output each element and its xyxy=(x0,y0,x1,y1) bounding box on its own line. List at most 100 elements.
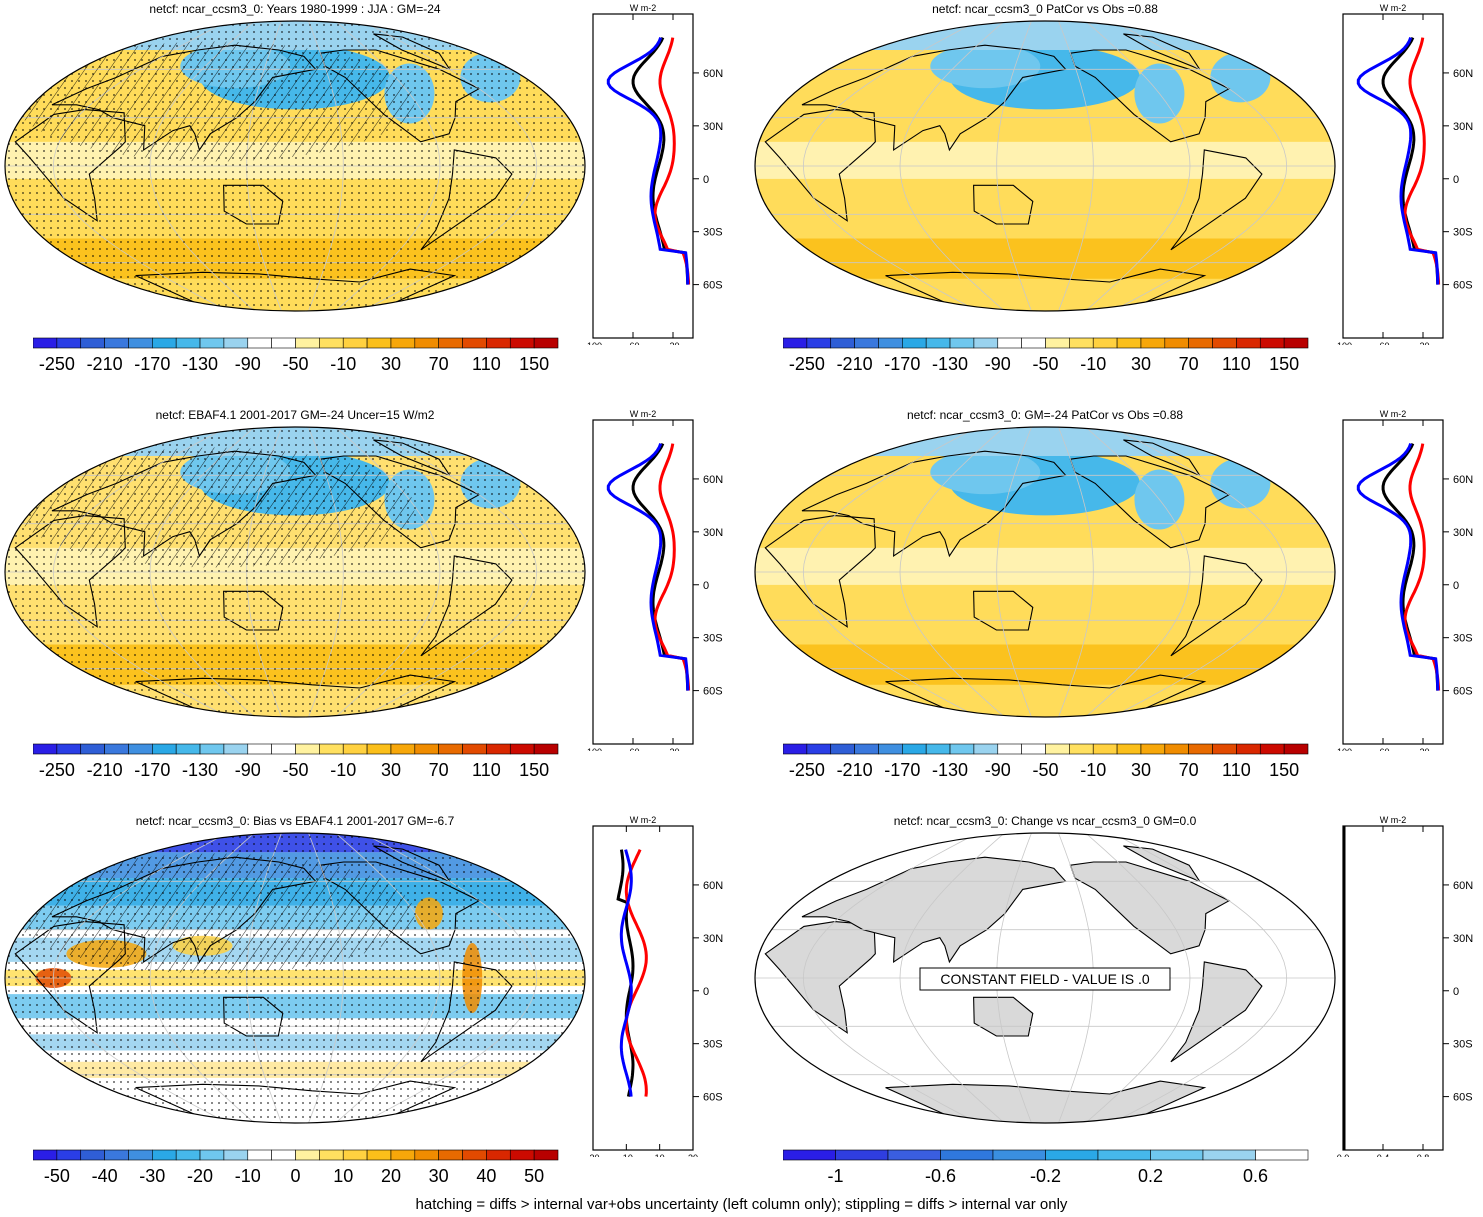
lat-tick-label: 30S xyxy=(703,633,723,645)
map-plot xyxy=(4,832,586,1124)
colorbar-label: -20 xyxy=(187,1166,213,1186)
zonal-unit: W m-2 xyxy=(630,409,657,419)
colorbar-box xyxy=(390,1149,416,1161)
lat-tick-label: 30N xyxy=(703,933,723,945)
colorbar-label: -170 xyxy=(134,354,170,374)
colorbar-box xyxy=(1045,743,1070,755)
colorbar-box xyxy=(152,337,177,349)
colorbar-label: -0.2 xyxy=(1030,1166,1061,1186)
colorbar-label: 20 xyxy=(381,1166,401,1186)
colorbar-box xyxy=(1164,743,1189,755)
longitude-gridline xyxy=(1112,21,1288,311)
lat-tick-label: 60N xyxy=(1453,880,1473,892)
colorbar-box xyxy=(1164,337,1189,349)
colorbar-box xyxy=(104,743,129,755)
zonal-series-other xyxy=(606,443,690,691)
longitude-gridline xyxy=(802,427,978,717)
hatching xyxy=(14,41,415,162)
zonal-series-ebaf xyxy=(653,443,691,691)
coastline-antarctica xyxy=(885,268,1207,311)
map-field xyxy=(5,833,585,1123)
colorbar-box xyxy=(1188,743,1213,755)
colorbar-box xyxy=(462,337,487,349)
colorbar-box xyxy=(128,743,153,755)
lat-tick-label: 60N xyxy=(703,880,723,892)
colorbar-label: -50 xyxy=(1032,760,1058,780)
colorbar-label: -90 xyxy=(985,354,1011,374)
colorbar-box xyxy=(80,743,105,755)
constant-field-label: CONSTANT FIELD - VALUE IS .0 xyxy=(919,967,1171,991)
zonal-frame xyxy=(592,419,694,745)
colorbar-box xyxy=(152,743,177,755)
zonal-frame xyxy=(1342,825,1444,1151)
colorbar-box xyxy=(438,337,463,349)
map-border xyxy=(754,20,1336,312)
longitude-gridline xyxy=(1112,427,1288,717)
colorbar-box xyxy=(1097,1149,1151,1161)
colorbar-box xyxy=(33,743,58,755)
colorbar-box xyxy=(319,743,344,755)
zonal-series-other xyxy=(1356,37,1440,285)
colorbar-box xyxy=(1045,337,1070,349)
x-tick-label: -20 xyxy=(1416,747,1429,751)
colorbar-box xyxy=(390,337,416,349)
colorbar-box xyxy=(1255,1149,1309,1161)
zonal-unit: W m-2 xyxy=(1380,815,1407,825)
colorbar-box xyxy=(949,743,975,755)
lat-tick-label: 60S xyxy=(1453,686,1473,698)
lat-tick-label: 0 xyxy=(1453,580,1459,592)
colorbar-box xyxy=(366,337,392,349)
longitude-gridline xyxy=(899,427,1005,717)
map-border xyxy=(4,426,586,718)
colorbar-box xyxy=(199,743,225,755)
x-tick-label: -20 xyxy=(1416,341,1429,345)
colorbar-label: 150 xyxy=(1269,760,1299,780)
colorbar-label: -90 xyxy=(985,760,1011,780)
colorbar-box xyxy=(366,1149,392,1161)
zonal-series-model xyxy=(1381,442,1440,691)
colorbar-label: 30 xyxy=(381,760,401,780)
longitude-gridline xyxy=(899,833,1005,1123)
x-tick-label: -60 xyxy=(1376,341,1389,345)
lat-tick-label: 0 xyxy=(703,174,709,186)
map-plot xyxy=(754,426,1336,718)
colorbar-label: -1 xyxy=(827,1166,843,1186)
hatching xyxy=(14,447,415,568)
colorbar-label: -130 xyxy=(932,760,968,780)
colorbar-box xyxy=(366,743,392,755)
colorbar-label: -50 xyxy=(44,1166,70,1186)
zonal-mean-plot: W m-2 -100 -60 -20 60N 30N 0 30S 60S xyxy=(585,409,723,751)
colorbar-box xyxy=(1283,743,1309,755)
colorbar-box xyxy=(1140,337,1166,349)
zonal-series-model xyxy=(616,849,635,1097)
lat-tick-label: 60S xyxy=(1453,280,1473,292)
colorbar-box xyxy=(486,337,511,349)
coastline-antarctica xyxy=(885,674,1207,717)
coastline-africa xyxy=(764,515,876,628)
x-tick-label: 0.0 xyxy=(1337,1153,1350,1157)
colorbar-box xyxy=(1259,337,1285,349)
panel-model-patcor: netcf: ncar_ccsm3_0 PatCor vs Obs =0.88 … xyxy=(750,0,1483,405)
colorbar-box xyxy=(223,337,249,349)
colorbar-box xyxy=(486,1149,511,1161)
colorbar-label: -40 xyxy=(92,1166,118,1186)
colorbar-box xyxy=(1092,337,1118,349)
coastline-australia xyxy=(973,590,1034,631)
longitude-gridline xyxy=(1085,427,1191,717)
colorbar-label: 30 xyxy=(381,354,401,374)
colorbar-label: -10 xyxy=(1080,760,1106,780)
colorbar-box xyxy=(806,743,832,755)
lat-tick-label: 0 xyxy=(703,986,709,998)
colorbar-box xyxy=(1045,1149,1099,1161)
map-field xyxy=(755,427,1335,717)
coastline-eurasia xyxy=(801,44,1067,152)
x-tick-label: -60 xyxy=(626,747,639,751)
x-tick-label: -30 xyxy=(586,1153,599,1157)
colorbar: -250 -210 -170 -130 -90 -50 -10 30 70 110 150 xyxy=(783,743,1309,780)
x-tick-label: -100 xyxy=(1335,747,1352,751)
colorbar-label: -130 xyxy=(932,354,968,374)
colorbar-label: 70 xyxy=(1179,760,1199,780)
lat-tick-label: 60N xyxy=(1453,474,1473,486)
x-tick-label: -60 xyxy=(626,341,639,345)
zonal-frame xyxy=(1342,13,1444,339)
